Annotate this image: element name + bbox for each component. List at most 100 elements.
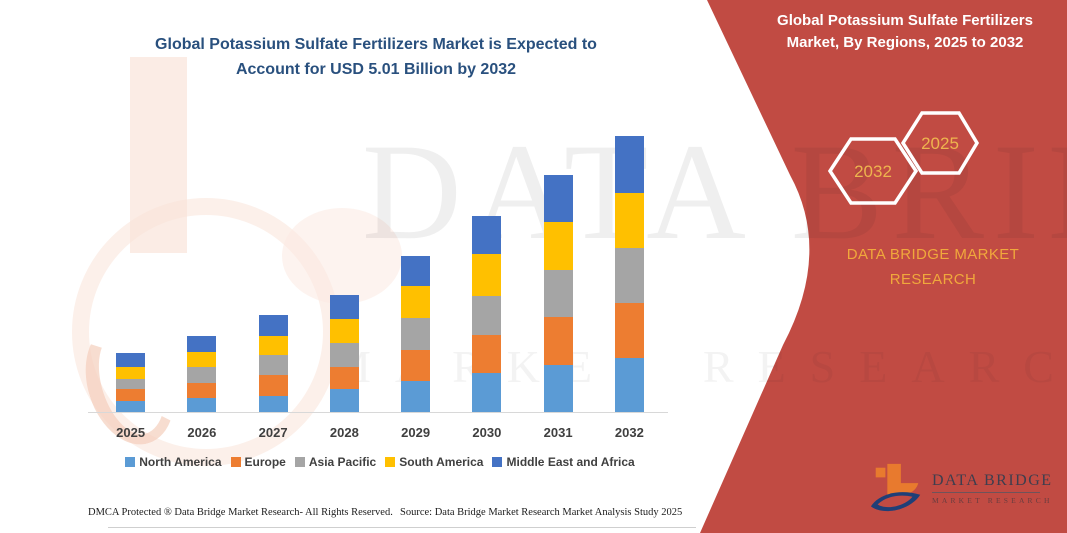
bar-segment-europe-2026 [187, 382, 217, 399]
legend-item-middle-east-and-africa: Middle East and Africa [492, 455, 635, 469]
stacked-bar-2028 [329, 295, 359, 412]
bar-segment-south-america-2031 [543, 222, 573, 271]
bar-segment-middle-east-and-africa-2028 [329, 295, 359, 319]
legend-label-north-america: North America [139, 455, 222, 469]
legend-item-north-america: North America [125, 455, 222, 469]
badge-2025-label: 2025 [921, 134, 959, 153]
bar-segment-europe-2030 [472, 335, 502, 373]
bar-segment-asia-pacific-2027 [258, 354, 288, 375]
bar-segment-europe-2029 [401, 349, 431, 382]
bar-segment-south-america-2025 [116, 366, 146, 380]
panel-title-line1: Global Potassium Sulfate Fertilizers [777, 12, 1033, 29]
bar-segment-europe-2031 [543, 317, 573, 365]
legend-item-asia-pacific: Asia Pacific [294, 455, 377, 469]
bar-segment-south-america-2029 [401, 286, 431, 319]
bar-segment-north-america-2026 [187, 398, 217, 412]
bar-segment-south-america-2026 [187, 352, 217, 367]
legend-label-europe: Europe [244, 455, 286, 469]
logo-title: DATA BRIDGE [932, 471, 1053, 489]
bar-segment-north-america-2027 [258, 395, 288, 412]
dmca-notice: DMCA Protected ® Data Bridge Market Rese… [88, 507, 393, 518]
databridge-logo-icon [870, 463, 921, 512]
bar-segment-south-america-2028 [329, 318, 359, 344]
x-axis-label-2029: 2029 [401, 425, 431, 440]
x-axis-label-2025: 2025 [116, 425, 146, 440]
legend-swatch-europe [230, 457, 241, 467]
chart-legend: North America Europe Asia Pacific South Ame… [90, 455, 670, 469]
x-axis-label-2031: 2031 [543, 425, 573, 440]
legend-swatch-middle-east-and-africa [492, 457, 503, 467]
bar-segment-south-america-2030 [472, 254, 502, 297]
legend-item-europe: Europe [230, 455, 286, 469]
hexagon-2032 [827, 137, 919, 205]
chart-title-line1: Global Potassium Sulfate Fertilizers Mar… [155, 36, 597, 53]
stacked-bar-2031 [543, 174, 573, 412]
bar-segment-south-america-2032 [614, 192, 644, 248]
legend-label-south-america: South America [399, 455, 484, 469]
stacked-bar-2032 [614, 136, 644, 412]
logo-subtitle: MARKET RESEARCH [932, 495, 1053, 505]
bar-segment-middle-east-and-africa-2027 [258, 314, 288, 336]
x-axis-labels: 2025 2026 2027 2028 2029 2030 2031 2032 [95, 425, 665, 440]
bar-segment-asia-pacific-2025 [116, 379, 146, 389]
databridge-logo-text: DATA BRIDGE MARKET RESEARCH [932, 472, 1053, 505]
legend-label-middle-east-and-africa: Middle East and Africa [506, 455, 635, 469]
legend-swatch-asia-pacific [294, 457, 305, 467]
bar-segment-asia-pacific-2032 [614, 247, 644, 303]
legend-label-asia-pacific: Asia Pacific [308, 455, 377, 469]
bar-segment-north-america-2030 [472, 373, 502, 412]
footer-divider [108, 527, 696, 528]
badge-2032-label: 2032 [854, 162, 892, 181]
x-axis-label-2027: 2027 [258, 425, 288, 440]
logo-divider [932, 491, 1040, 493]
bar-segment-middle-east-and-africa-2032 [614, 136, 644, 193]
bar-segment-north-america-2025 [116, 401, 146, 412]
bar-segment-middle-east-and-africa-2031 [543, 174, 573, 223]
bar-segment-europe-2025 [116, 388, 146, 401]
bar-segment-middle-east-and-africa-2030 [472, 215, 502, 255]
legend-swatch-south-america [385, 457, 396, 467]
stacked-bar-2029 [401, 255, 431, 412]
bar-segment-north-america-2032 [614, 357, 644, 412]
bar-segment-asia-pacific-2030 [472, 296, 502, 336]
bar-segment-europe-2032 [614, 303, 644, 358]
stacked-bar-2027 [258, 314, 288, 412]
hexagon-2025 [900, 111, 980, 175]
bar-segment-south-america-2027 [258, 335, 288, 355]
bar-segment-asia-pacific-2026 [187, 366, 217, 383]
bar-segment-asia-pacific-2029 [401, 318, 431, 350]
bar-segment-europe-2028 [329, 366, 359, 389]
bar-segment-europe-2027 [258, 374, 288, 396]
bar-segment-middle-east-and-africa-2029 [401, 255, 431, 287]
databridge-logo: DATA BRIDGE MARKET RESEARCH [868, 452, 1064, 524]
bar-segment-north-america-2031 [543, 364, 573, 412]
x-axis-label-2032: 2032 [614, 425, 644, 440]
bar-segment-asia-pacific-2031 [543, 270, 573, 318]
x-axis-label-2026: 2026 [187, 425, 217, 440]
legend-swatch-north-america [125, 457, 136, 467]
bar-segment-middle-east-and-africa-2026 [187, 336, 217, 353]
legend-item-south-america: South America [385, 455, 483, 469]
x-axis-label-2030: 2030 [472, 425, 502, 440]
watermark-logo-blob [282, 208, 402, 304]
panel-title-line2: Market, By Regions, 2025 to 2032 [786, 33, 1024, 51]
brand-text: DATA BRIDGE MARKET RESEARCH [846, 246, 1020, 289]
plot-area [95, 125, 665, 412]
stacked-bar-2026 [187, 336, 217, 412]
stacked-bar-2030 [472, 215, 502, 412]
bar-segment-asia-pacific-2028 [329, 343, 359, 367]
bar-segment-middle-east-and-africa-2025 [116, 353, 146, 367]
year-badges: 2032 2025 [827, 111, 980, 205]
bar-segment-north-america-2028 [329, 388, 359, 412]
source-note: Source: Data Bridge Market Research Mark… [400, 507, 683, 518]
panel-title: Global Potassium Sulfate Fertilizers Mar… [758, 10, 1052, 54]
x-axis-line [88, 412, 668, 413]
watermark-text-marketresearch: MARKET RESEARCH [330, 341, 1067, 392]
stacked-bar-2025 [116, 353, 146, 412]
chart-title: Global Potassium Sulfate Fertilizers Mar… [90, 33, 662, 83]
x-axis-label-2028: 2028 [329, 425, 359, 440]
bar-segment-north-america-2029 [401, 381, 431, 412]
chart-title-line2: Account for USD 5.01 Billion by 2032 [235, 60, 517, 78]
